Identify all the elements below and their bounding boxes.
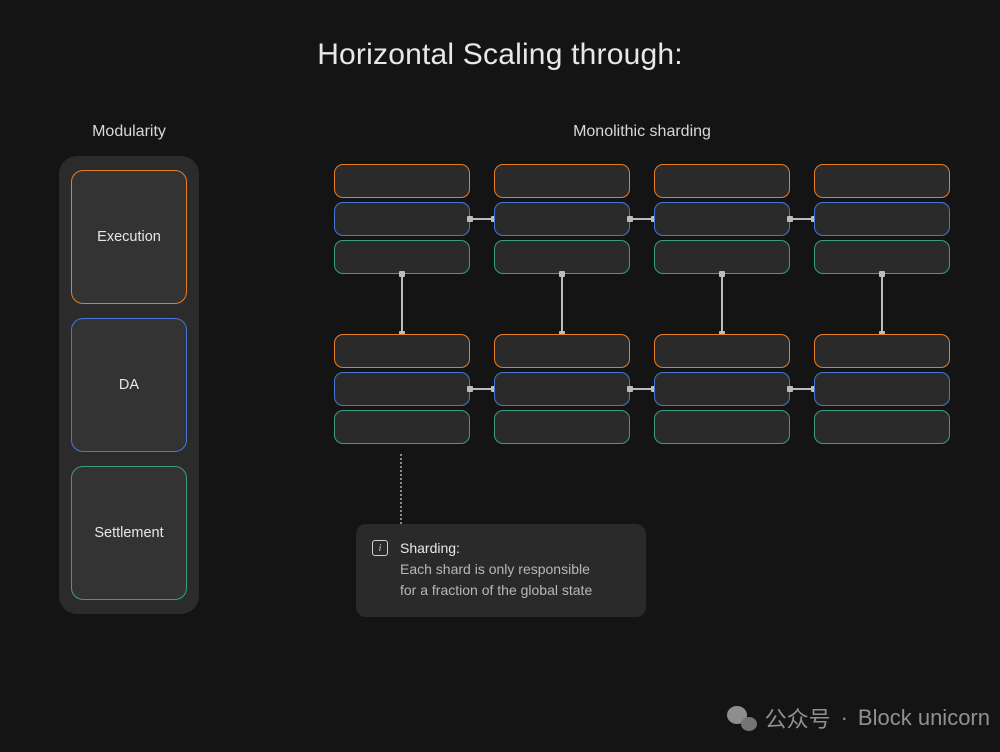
shard-layer <box>814 202 950 236</box>
shard-stack <box>814 164 950 274</box>
shard-layer <box>654 202 790 236</box>
shard-stack <box>494 164 630 274</box>
connector-vertical <box>561 274 563 334</box>
shard-layer <box>654 410 790 444</box>
page-title: Horizontal Scaling through: <box>0 38 1000 72</box>
modularity-label: Modularity <box>59 123 199 141</box>
shard-layer <box>494 410 630 444</box>
info-body-1: Each shard is only responsible <box>400 561 590 577</box>
shard-stack <box>494 334 630 444</box>
wechat-icon <box>727 703 757 733</box>
info-icon: i <box>372 540 388 556</box>
shard-stack <box>334 334 470 444</box>
shard-layer <box>494 202 630 236</box>
shard-layer <box>334 240 470 274</box>
modularity-box-settlement: Settlement <box>71 466 187 600</box>
shard-layer <box>654 372 790 406</box>
shard-layer <box>334 202 470 236</box>
shard-layer <box>334 164 470 198</box>
info-box: i Sharding: Each shard is only responsib… <box>356 524 646 617</box>
shard-layer <box>814 410 950 444</box>
shard-layer <box>334 334 470 368</box>
shard-layer <box>814 372 950 406</box>
shard-layer <box>654 164 790 198</box>
watermark-name: Block unicorn <box>858 705 990 731</box>
shard-layer <box>494 240 630 274</box>
connector-vertical <box>401 274 403 334</box>
modularity-panel: Execution DA Settlement <box>59 156 199 614</box>
shard-stack <box>654 164 790 274</box>
info-title: Sharding: <box>400 540 460 556</box>
shard-layer <box>814 164 950 198</box>
connector-horizontal <box>790 218 814 220</box>
connector-vertical <box>721 274 723 334</box>
modularity-box-da: DA <box>71 318 187 452</box>
connector-horizontal <box>630 218 654 220</box>
connector-horizontal <box>470 218 494 220</box>
shard-stack <box>814 334 950 444</box>
modularity-box-execution: Execution <box>71 170 187 304</box>
shard-layer <box>654 240 790 274</box>
shard-layer <box>814 334 950 368</box>
shard-layer <box>494 334 630 368</box>
info-text: Sharding: Each shard is only responsible… <box>400 538 592 601</box>
connector-horizontal <box>470 388 494 390</box>
shard-stack <box>654 334 790 444</box>
connector-horizontal <box>630 388 654 390</box>
shard-layer <box>334 410 470 444</box>
shard-layer <box>654 334 790 368</box>
shard-layer <box>494 164 630 198</box>
watermark-label: 公众号 <box>765 702 831 734</box>
shard-layer <box>494 372 630 406</box>
shard-stack <box>334 164 470 274</box>
shard-layer <box>814 240 950 274</box>
watermark-separator: · <box>841 705 848 731</box>
info-body-2: for a fraction of the global state <box>400 582 592 598</box>
shard-layer <box>334 372 470 406</box>
monolithic-label: Monolithic sharding <box>334 123 950 141</box>
connector-vertical <box>881 274 883 334</box>
info-connector <box>400 454 402 524</box>
connector-horizontal <box>790 388 814 390</box>
watermark: 公众号 · Block unicorn <box>727 702 990 734</box>
